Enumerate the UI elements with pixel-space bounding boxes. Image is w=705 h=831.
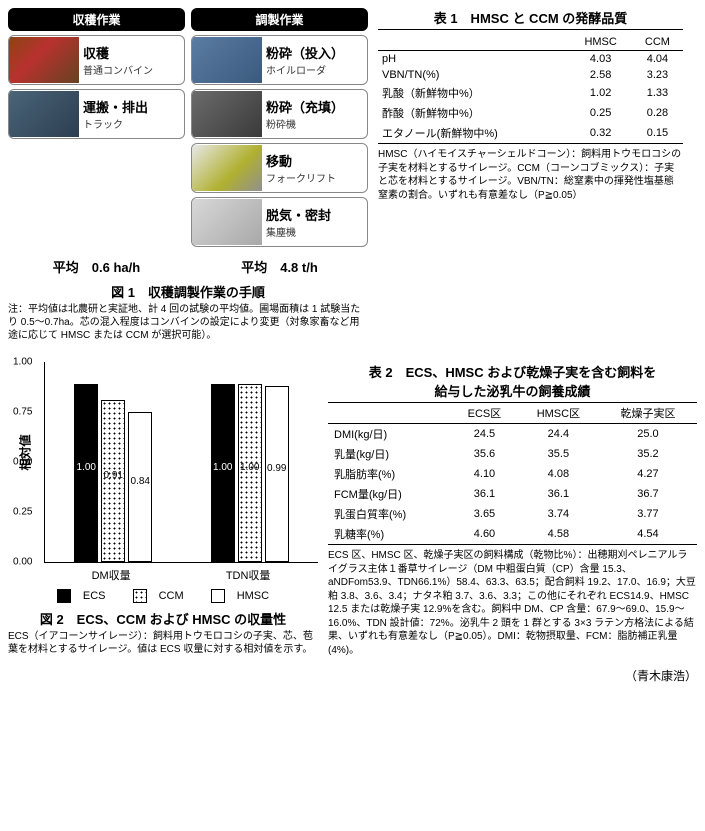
avg-harvest: 平均 0.6 ha/h [8, 257, 185, 276]
chart-bar: 1.00 [211, 384, 235, 562]
step-subtitle: ホイルローダ [266, 62, 344, 77]
x-label: DM収量 [92, 567, 131, 583]
bar-value: 1.00 [77, 462, 96, 473]
step-image [9, 91, 79, 137]
fig1-note: 注：平均値は北農研と実証地、計 4 回の試験の平均値。圃場面積は 1 試験当たり… [8, 303, 368, 342]
avg-process: 平均 4.8 t/h [191, 257, 368, 276]
chart-bar: 0.99 [265, 386, 289, 562]
chart-bar: 1.00 [238, 384, 262, 562]
step-title: 運搬・排出 [83, 97, 148, 116]
chart-bar: 0.84 [128, 412, 152, 562]
chart-bar: 1.00 [74, 384, 98, 562]
process-step: 移動フォークリフト [191, 143, 368, 193]
step-title: 粉砕（投入） [266, 43, 344, 62]
bar-chart: 相対値 0.000.250.500.751.00 1.000.910.841.0… [44, 362, 318, 563]
bar-value: 0.84 [131, 476, 150, 487]
chart-legend: ECS CCM HMSC [8, 589, 318, 603]
step-title: 脱気・密封 [266, 205, 331, 224]
bar-value: 1.00 [240, 462, 259, 473]
chart-bar: 0.91 [101, 400, 125, 562]
step-subtitle: トラック [83, 116, 148, 131]
col-header-process: 調製作業 [191, 8, 368, 31]
process-step: 運搬・排出トラック [8, 89, 185, 139]
x-label: TDN収量 [226, 567, 271, 583]
author-credit: （青木康浩） [8, 667, 697, 684]
bar-value: 0.91 [104, 470, 123, 481]
step-title: 移動 [266, 151, 336, 170]
step-image [9, 37, 79, 83]
process-step: 粉砕（投入）ホイルローダ [191, 35, 368, 85]
step-title: 粉砕（充填） [266, 97, 344, 116]
table1-note: HMSC（ハイモイスチャーシェルドコーン）：飼料用トウモロコシの子実を材料とする… [378, 148, 683, 202]
table1-title: 表 1 HMSC と CCM の発酵品質 [378, 8, 683, 30]
process-step: 脱気・密封集塵機 [191, 197, 368, 247]
bar-value: 0.99 [267, 463, 286, 474]
step-title: 収穫 [83, 43, 153, 62]
bar-group: 1.00 1.00 0.99 [211, 362, 289, 562]
fig2-caption: 図 2 ECS、CCM および HMSC の収量性 [8, 609, 318, 628]
bar-value: 1.00 [213, 462, 232, 473]
step-subtitle: フォークリフト [266, 170, 336, 185]
table-2: 表 2 ECS、HMSC および乾燥子実を含む飼料を 給与した泌乳牛の飼養成績 … [328, 362, 697, 657]
table1-body: HMSCCCM pH4.034.04VBN/TN(%)2.583.23乳酸（新鮮… [378, 34, 683, 144]
step-subtitle: 粉砕機 [266, 116, 344, 131]
step-image [192, 145, 262, 191]
table-1: 表 1 HMSC と CCM の発酵品質 HMSCCCM pH4.034.04V… [378, 8, 683, 202]
step-image [192, 37, 262, 83]
figure-1: 収穫作業 収穫普通コンバイン運搬・排出トラック 調製作業 粉砕（投入）ホイルロー… [8, 8, 368, 342]
table2-note: ECS 区、HMSC 区、乾燥子実区の飼料構成（乾物比%）：出穂期刈ペレニアルラ… [328, 549, 697, 657]
step-subtitle: 集塵機 [266, 224, 331, 239]
step-subtitle: 普通コンバイン [83, 62, 153, 77]
step-image [192, 199, 262, 245]
fig1-caption: 図 1 収穫調製作業の手順 [8, 282, 368, 301]
col-header-harvest: 収穫作業 [8, 8, 185, 31]
table2-title: 表 2 ECS、HMSC および乾燥子実を含む飼料を 給与した泌乳牛の飼養成績 [328, 362, 697, 402]
process-step: 粉砕（充填）粉砕機 [191, 89, 368, 139]
figure-2: 相対値 0.000.250.500.751.00 1.000.910.841.0… [8, 362, 318, 656]
bar-group: 1.00 0.91 0.84 [74, 362, 152, 562]
fig2-note: ECS（イアコーンサイレージ）：飼料用トウモロコシの子実、芯、苞葉を材料とするサ… [8, 630, 318, 656]
table2-body: ECS区HMSC区乾燥子実区 DMI(kg/日)24.524.425.0乳量(k… [328, 402, 697, 545]
step-image [192, 91, 262, 137]
process-step: 収穫普通コンバイン [8, 35, 185, 85]
